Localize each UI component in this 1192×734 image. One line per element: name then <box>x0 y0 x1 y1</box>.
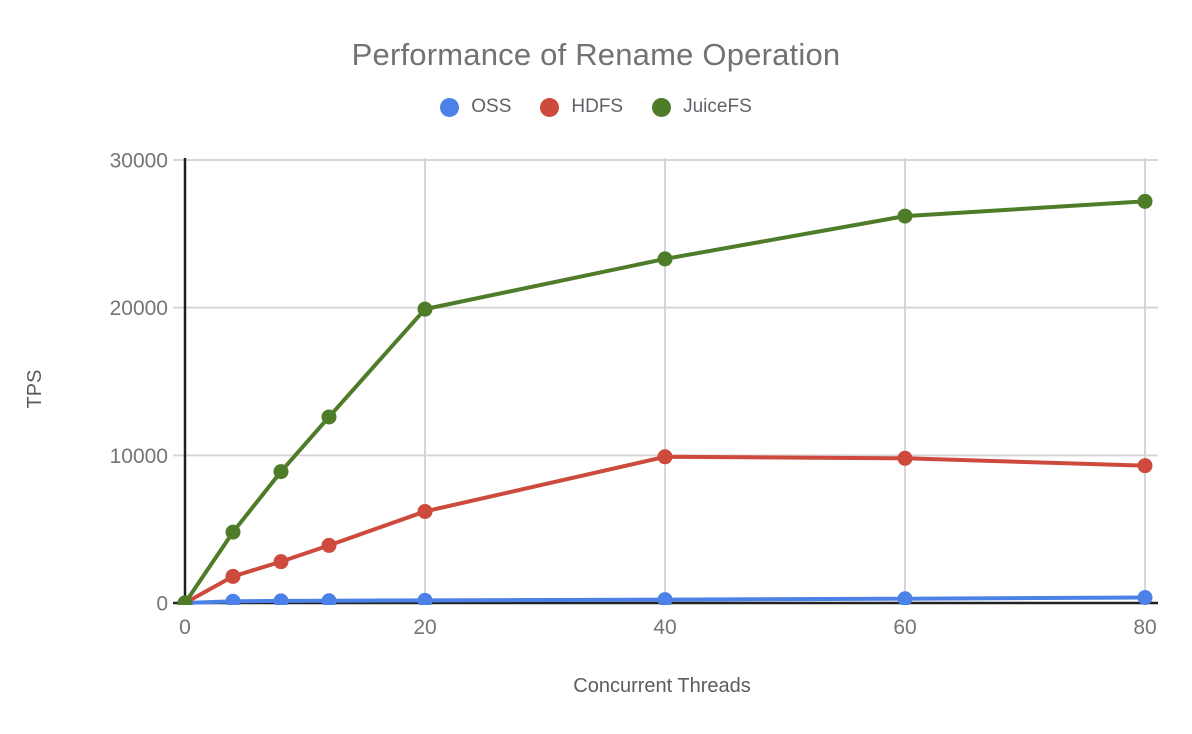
data-point-oss-80 <box>1137 590 1153 605</box>
data-point-juicefs-20 <box>417 301 433 317</box>
legend-label-oss: OSS <box>471 96 512 117</box>
y-tick-label-20000: 20000 <box>110 297 168 320</box>
data-point-oss-20 <box>417 592 433 605</box>
legend-item-juicefs: JuiceFS <box>652 96 752 118</box>
legend: OSS HDFS JuiceFS <box>0 96 1192 118</box>
data-point-hdfs-40 <box>657 449 673 465</box>
data-point-oss-60 <box>897 591 913 605</box>
data-point-hdfs-4 <box>225 568 241 584</box>
grid-layer <box>173 158 1158 603</box>
x-tick-label-0: 0 <box>179 616 191 639</box>
legend-dot-juicefs <box>652 97 672 117</box>
y-axis-title: TPS <box>24 370 46 409</box>
data-point-juicefs-8 <box>273 464 289 480</box>
series-line-juicefs <box>183 199 1147 605</box>
y-tick-label-0: 0 <box>156 593 168 616</box>
legend-label-juicefs: JuiceFS <box>683 96 752 117</box>
x-tick-label-80: 80 <box>1133 616 1156 639</box>
data-point-hdfs-8 <box>273 554 289 570</box>
data-point-juicefs-60 <box>897 208 913 224</box>
chart-title: Performance of Rename Operation <box>351 37 841 72</box>
x-axis-title: Concurrent Threads <box>573 675 751 697</box>
legend-item-hdfs: HDFS <box>540 96 623 118</box>
data-point-hdfs-80 <box>1137 458 1153 474</box>
series-line-hdfs <box>183 454 1147 605</box>
x-tick-label-20: 20 <box>413 616 436 639</box>
x-tick-label-60: 60 <box>893 616 916 639</box>
legend-dot-hdfs <box>540 97 560 117</box>
data-point-juicefs-0 <box>177 595 193 605</box>
data-point-oss-40 <box>657 592 673 605</box>
data-point-juicefs-80 <box>1137 193 1153 209</box>
data-point-juicefs-12 <box>321 409 337 425</box>
tick-layer: 0 10000 20000 30000 0 20 40 60 80 <box>110 150 1157 640</box>
data-point-hdfs-20 <box>417 503 433 519</box>
data-point-oss-4 <box>225 593 241 605</box>
y-tick-label-30000: 30000 <box>110 150 168 173</box>
legend-dot-oss <box>440 97 460 117</box>
data-point-juicefs-4 <box>225 524 241 540</box>
data-point-oss-8 <box>273 593 289 605</box>
legend-label-hdfs: HDFS <box>571 96 624 117</box>
series-line-oss <box>183 595 1147 605</box>
data-point-hdfs-12 <box>321 537 337 553</box>
series-layer <box>177 193 1153 605</box>
x-tick-label-40: 40 <box>653 616 676 639</box>
data-point-juicefs-40 <box>657 251 673 267</box>
y-tick-label-10000: 10000 <box>110 445 168 468</box>
legend-item-oss: OSS <box>440 96 511 118</box>
data-point-hdfs-60 <box>897 450 913 466</box>
data-point-oss-12 <box>321 593 337 605</box>
